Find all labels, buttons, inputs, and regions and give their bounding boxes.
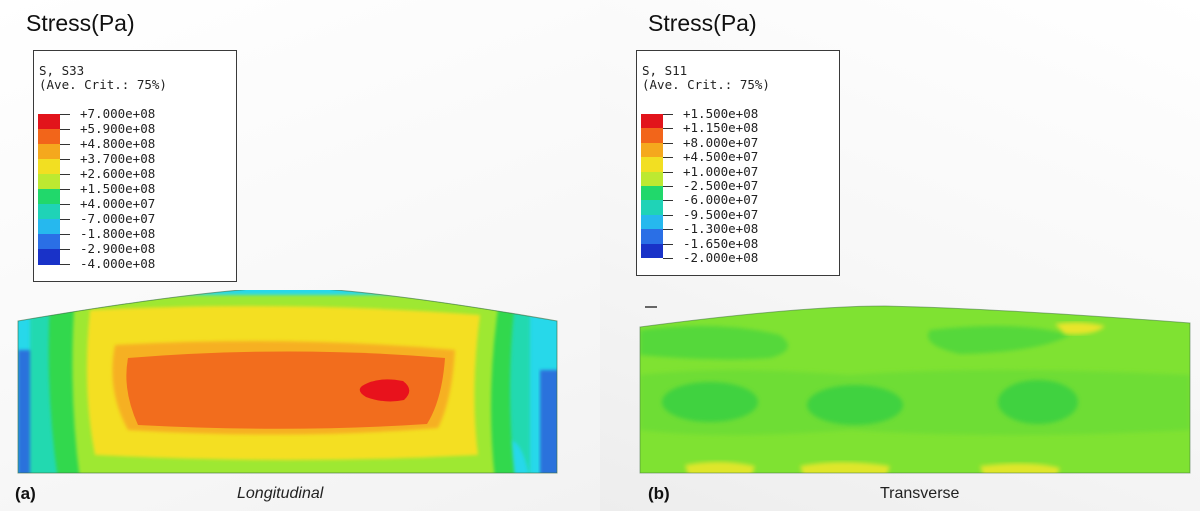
contour-plot-transverse (639, 305, 1191, 474)
legend-swatch (38, 249, 60, 265)
legend-label: +1.150e+08 (683, 120, 759, 136)
legend-tick (60, 219, 70, 220)
legend-label: -4.000e+08 (80, 256, 156, 271)
panel-caption: Transverse (880, 485, 960, 502)
legend-swatch (38, 204, 60, 220)
legend-tick (663, 243, 673, 245)
band-orange (126, 351, 445, 429)
legend-tick (663, 200, 673, 202)
legend-tick (60, 114, 70, 115)
band-green-upper-right (928, 326, 1070, 354)
legend-swatch (641, 171, 663, 187)
legend-label: +5.900e+08 (80, 121, 156, 136)
legend-label: +1.000e+07 (683, 163, 759, 179)
legend-label: +2.600e+08 (80, 166, 156, 181)
band-green-core-2 (807, 385, 903, 425)
legend-tick (60, 159, 70, 160)
legend-tick (60, 264, 70, 265)
legend-label: +4.500e+07 (683, 149, 759, 165)
legend-tick (60, 189, 70, 190)
band-green-core-3 (998, 380, 1078, 424)
legend-label: +1.500e+08 (80, 181, 156, 196)
contour-legend: S, S33 (Ave. Crit.: 75%) +7.000e+08 +5.90… (33, 50, 237, 282)
legend-swatch (38, 234, 60, 250)
legend-criterion: (Ave. Crit.: 75%) (642, 77, 770, 92)
legend-swatch (38, 189, 60, 205)
legend-tick (663, 157, 673, 159)
legend-criterion: (Ave. Crit.: 75%) (39, 77, 167, 92)
legend-swatch (38, 129, 60, 145)
plate-outline (639, 305, 1191, 474)
legend-tick (663, 171, 673, 173)
band-yellow-bottom-1 (685, 461, 755, 473)
legend-swatch (641, 186, 663, 201)
legend-tick (663, 214, 673, 216)
legend-label: +4.800e+08 (80, 136, 156, 151)
legend-swatch (38, 144, 60, 160)
legend-tick (60, 144, 70, 145)
band-yellow-bottom-3 (980, 463, 1060, 473)
legend-tick (663, 114, 673, 115)
legend-variable: S, S33 (39, 63, 85, 78)
legend-label: -2.900e+08 (80, 241, 156, 256)
legend-tick (60, 234, 70, 235)
legend-label: -7.000e+07 (80, 211, 156, 226)
legend-tick (60, 129, 70, 130)
plate-outline (17, 290, 558, 474)
legend-tick (663, 229, 673, 231)
contour-legend: S, S11 (Ave. Crit.: 75%) +1.500e+08 +1.15… (636, 50, 840, 276)
legend-swatch (641, 200, 663, 216)
axis-tick-mark (645, 306, 657, 308)
legend-label: -1.650e+08 (683, 235, 759, 251)
legend-label: +1.500e+08 (683, 106, 759, 121)
panel-title: Stress(Pa) (26, 10, 135, 36)
panel-longitudinal: Stress(Pa) S, S33 (Ave. Crit.: 75%) +7.0… (0, 0, 600, 511)
legend-swatch (641, 214, 663, 230)
legend-tick (663, 128, 673, 130)
legend-tick (663, 142, 673, 144)
band-green-core-1 (662, 382, 758, 422)
legend-label: -2.500e+07 (683, 178, 759, 193)
legend-swatch (641, 128, 663, 144)
legend-label: +7.000e+08 (80, 106, 156, 121)
legend-label: +3.700e+08 (80, 151, 156, 166)
panel-caption: Longitudinal (237, 485, 324, 502)
legend-tick (60, 249, 70, 250)
legend-variable: S, S11 (642, 63, 688, 78)
band-blue-right (540, 370, 557, 473)
legend-label: -6.000e+07 (683, 192, 759, 208)
legend-swatch (641, 243, 663, 259)
legend-label: +8.000e+07 (683, 134, 759, 150)
band-green-upper (640, 326, 788, 360)
legend-tick (663, 258, 673, 259)
legend-label: -1.300e+08 (683, 221, 759, 237)
panel-title: Stress(Pa) (648, 10, 757, 36)
legend-swatch (38, 114, 60, 130)
contour-plot-longitudinal (17, 290, 558, 474)
legend-tick (60, 174, 70, 175)
panel-transverse: Stress(Pa) S, S11 (Ave. Crit.: 75%) +1.5… (600, 0, 1200, 511)
panel-label: (b) (648, 484, 670, 503)
legend-swatch (641, 142, 663, 158)
legend-swatch (38, 219, 60, 235)
band-yellow-bottom-2 (800, 462, 890, 473)
legend-swatch (641, 114, 663, 129)
legend-swatch (38, 159, 60, 175)
legend-label: +4.000e+07 (80, 196, 156, 211)
legend-swatch (641, 157, 663, 173)
legend-label: -9.500e+07 (683, 206, 759, 222)
legend-label: -2.000e+08 (683, 250, 759, 265)
legend-swatch (641, 229, 663, 245)
legend-label: -1.800e+08 (80, 226, 156, 241)
legend-tick (60, 204, 70, 205)
band-red-core (359, 379, 410, 402)
band-yellow-top (1055, 322, 1105, 335)
panel-label: (a) (15, 484, 36, 503)
legend-tick (663, 186, 673, 187)
legend-swatch (38, 174, 60, 190)
